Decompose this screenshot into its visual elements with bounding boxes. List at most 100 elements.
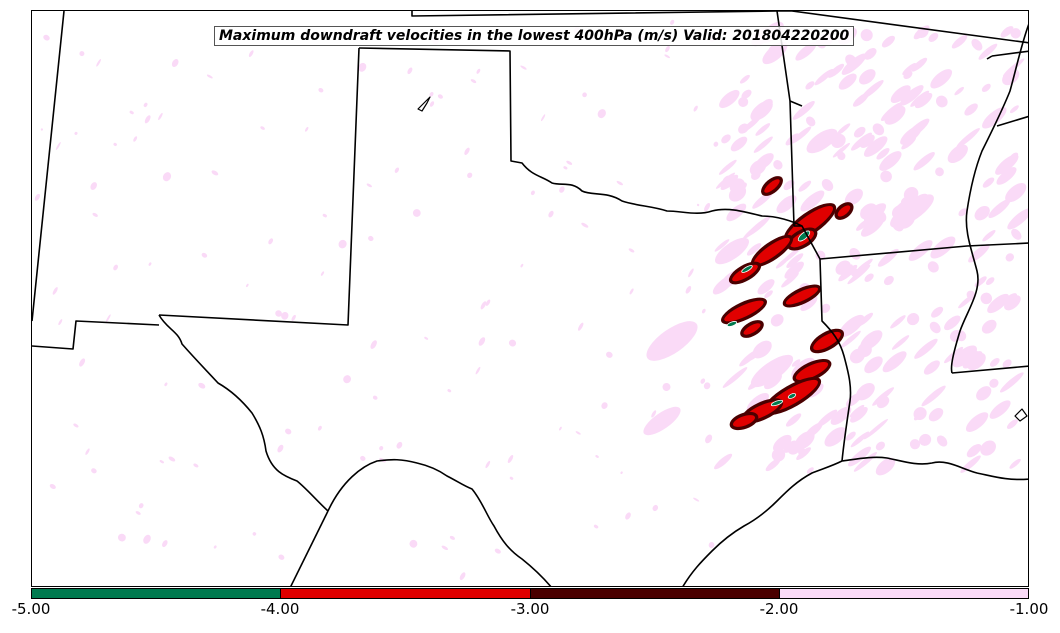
ms-east-mid (996, 115, 1028, 127)
small-lake (417, 96, 431, 112)
downdraft-area (830, 406, 852, 425)
downdraft-area (651, 410, 657, 418)
downdraft-area (987, 293, 1010, 314)
tennessee-line (986, 55, 993, 60)
downdraft-area (795, 361, 829, 381)
downdraft-area (952, 345, 977, 368)
downdraft-area (881, 35, 895, 48)
downdraft-area (965, 412, 989, 432)
downdraft-area (770, 399, 784, 407)
downdraft-area (876, 396, 890, 409)
downdraft-area (762, 41, 788, 65)
downdraft-area (366, 183, 372, 188)
downdraft-area (559, 426, 562, 431)
downdraft-area (368, 235, 374, 242)
downdraft-area (814, 68, 834, 86)
downdraft-area (563, 166, 568, 170)
downdraft-area (485, 299, 491, 306)
downdraft-area (721, 134, 731, 144)
downdraft-area (971, 38, 983, 51)
louisiana-ms-border (951, 365, 1028, 374)
downdraft-area (836, 204, 852, 218)
downdraft-area (52, 287, 58, 295)
downdraft-area (719, 89, 740, 109)
downdraft-area (928, 407, 944, 422)
downdraft-area (890, 194, 934, 228)
downdraft-area (913, 152, 935, 171)
downdraft-area (856, 312, 874, 327)
downdraft-area (872, 123, 885, 136)
downdraft-area (40, 128, 44, 131)
downdraft-area (850, 406, 868, 423)
downdraft-area (248, 50, 254, 57)
gulf-coast (682, 460, 843, 586)
downdraft-area (700, 378, 706, 384)
downdraft-area (566, 160, 573, 165)
downdraft-area (277, 444, 284, 453)
downdraft-area (850, 431, 870, 448)
downdraft-area (859, 69, 876, 85)
downdraft-area (1010, 28, 1021, 39)
downdraft-area (664, 54, 671, 59)
downdraft-area (750, 100, 773, 121)
downdraft-area (879, 151, 902, 171)
downdraft-area (860, 203, 878, 220)
downdraft-area (863, 136, 888, 157)
downdraft-area (785, 413, 802, 427)
downdraft-area (911, 57, 928, 72)
downdraft-area (773, 434, 792, 452)
ar-la-east (819, 242, 1028, 260)
downdraft-area (726, 203, 747, 222)
downdraft-area (890, 85, 911, 104)
downdraft-area (783, 180, 795, 191)
downdraft-area (92, 212, 98, 217)
downdraft-area (701, 308, 706, 314)
downdraft-area (1002, 359, 1012, 368)
downdraft-area (148, 262, 152, 266)
downdraft-area (105, 314, 111, 323)
downdraft-area (951, 35, 968, 49)
downdraft-area (718, 159, 737, 175)
downdraft-area (478, 337, 486, 346)
downdraft-area (914, 338, 938, 359)
downdraft-area (805, 81, 815, 90)
downdraft-area (1009, 458, 1021, 469)
downdraft-area (429, 91, 434, 97)
downdraft-area (34, 193, 41, 201)
downdraft-area (877, 248, 899, 267)
downdraft-area (143, 102, 148, 108)
downdraft-area (750, 354, 794, 388)
downdraft-area (117, 533, 126, 542)
downdraft-area (605, 351, 613, 358)
downdraft-area (168, 456, 176, 462)
downdraft-area (464, 147, 470, 155)
downdraft-area (144, 115, 151, 124)
downdraft-area (956, 128, 980, 149)
downdraft-area (840, 330, 861, 349)
downdraft-area (800, 295, 818, 312)
downdraft-area (74, 131, 78, 135)
storm-cells (721, 176, 854, 431)
downdraft-area (162, 540, 168, 548)
downdraft-area (409, 539, 418, 548)
downdraft-area (652, 504, 659, 512)
downdraft-area (616, 180, 623, 186)
downdraft-area (786, 253, 804, 268)
downdraft-area (903, 70, 913, 80)
downdraft-area (996, 167, 1017, 185)
downdraft-area (731, 263, 759, 283)
downdraft-area (732, 414, 756, 428)
downdraft-area (754, 153, 774, 171)
downdraft-area (133, 136, 138, 142)
downdraft-area (838, 73, 857, 90)
downdraft-area (927, 261, 939, 273)
downdraft-area (771, 448, 786, 462)
downdraft-area (763, 178, 781, 194)
downdraft-area (935, 167, 944, 177)
colorbar-tick-label: -3.00 (510, 600, 550, 618)
downdraft-area (980, 440, 996, 456)
downdraft-area (704, 202, 711, 212)
downdraft-area (520, 65, 527, 70)
map-title: Maximum downdraft velocities in the lowe… (214, 26, 855, 46)
downdraft-area (211, 170, 219, 176)
